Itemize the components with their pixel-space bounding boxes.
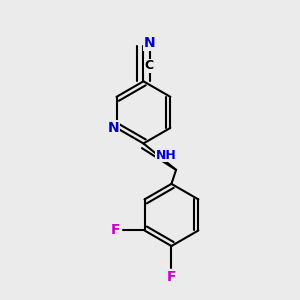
Text: N: N: [143, 36, 155, 50]
Text: NH: NH: [156, 148, 177, 161]
Text: F: F: [111, 224, 120, 238]
Text: N: N: [108, 121, 120, 135]
Text: F: F: [167, 270, 176, 284]
Text: C: C: [145, 59, 154, 72]
